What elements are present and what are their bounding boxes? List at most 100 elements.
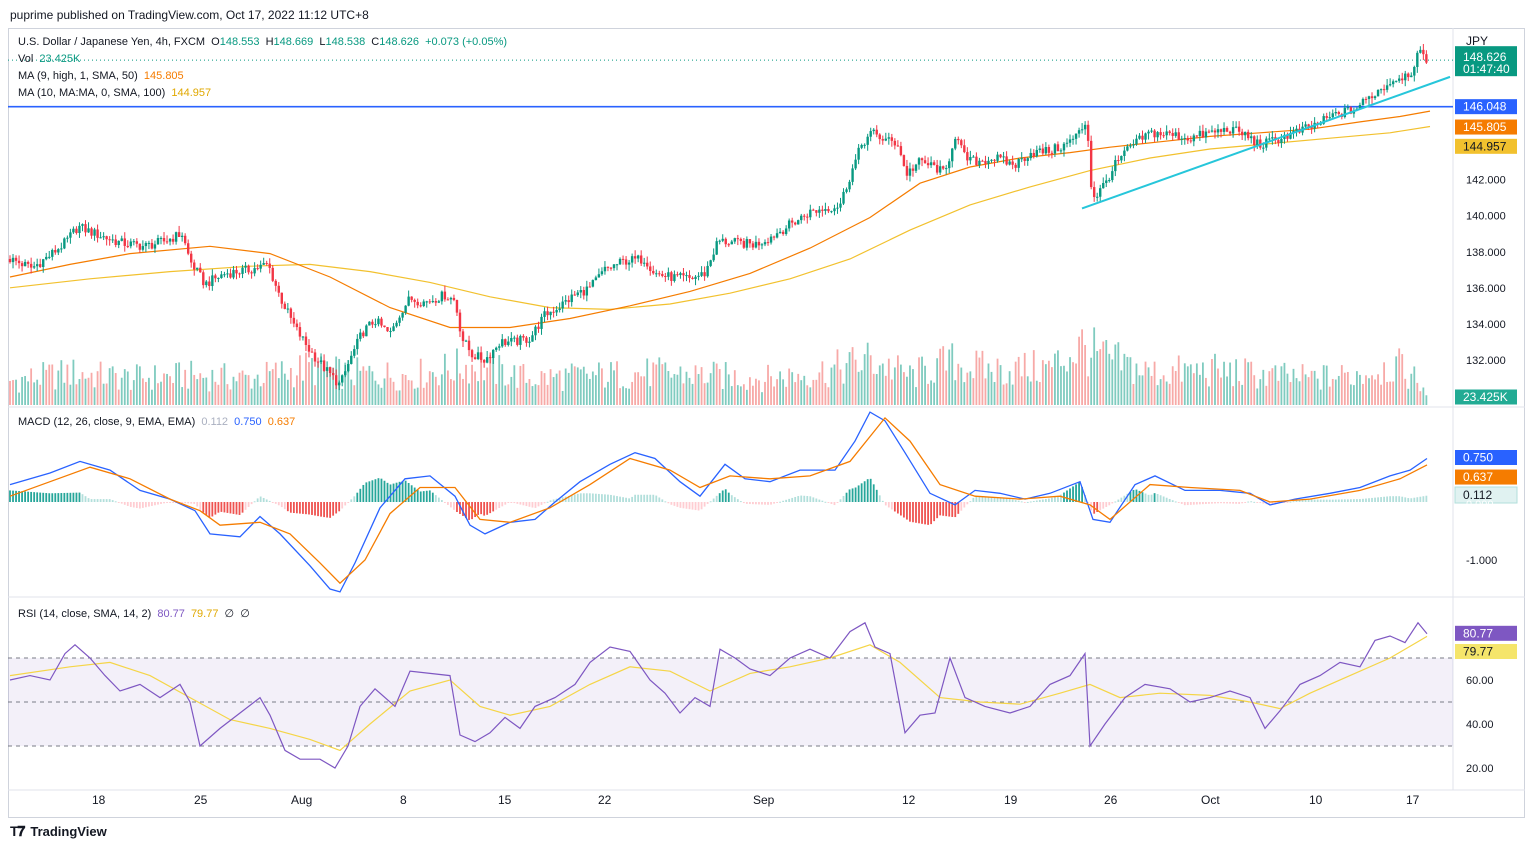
macd-hist-bar (712, 498, 715, 502)
macd-hist-bar (250, 502, 253, 505)
candle-body (1382, 89, 1386, 91)
macd-hist-bar (588, 493, 591, 502)
macd-hist-bar (1141, 492, 1144, 502)
macd-hist-bar (377, 478, 380, 502)
macd-hist-bar (812, 497, 815, 502)
macd-hist-bar (1111, 502, 1114, 504)
macd-hist-bar (259, 496, 262, 502)
macd-hist-bar (1331, 499, 1334, 502)
close-label: C (371, 36, 380, 48)
candle-body (1074, 133, 1078, 139)
volume-bar (1186, 366, 1189, 405)
volume-bar (244, 374, 247, 405)
volume-bar (857, 371, 860, 405)
macd-hist-bar (682, 502, 685, 509)
candle-body (174, 232, 178, 242)
volume-bar (649, 386, 652, 405)
macd-hist-bar (927, 502, 929, 525)
candle-body (911, 168, 915, 171)
macd-hist-bar (727, 492, 730, 502)
candle-body (14, 257, 18, 261)
candle-body (627, 262, 631, 265)
volume-bar (682, 383, 685, 405)
volume-bar (1331, 378, 1334, 405)
macd-hist-bar (383, 480, 386, 502)
candle-body (630, 256, 634, 263)
candle-body (292, 317, 296, 324)
macd-hist-bar (1259, 502, 1262, 504)
candle-body (501, 339, 504, 347)
candle-body (419, 305, 422, 307)
macd-hist-bar (543, 502, 546, 504)
volume-bar (247, 375, 250, 405)
volume-bar (752, 385, 754, 405)
candle-body (993, 159, 996, 161)
volume-bar (1304, 374, 1307, 405)
macd-hist-bar (407, 482, 410, 502)
volume-bar (356, 357, 359, 405)
candle-body (1038, 148, 1042, 150)
candle-body (1035, 149, 1038, 157)
candle-body (1117, 160, 1120, 162)
macd-hist-bar (1368, 498, 1370, 502)
candle-body (129, 241, 132, 247)
volume-bar (265, 361, 268, 405)
candle-body (473, 357, 477, 359)
tradingview-footer[interactable]: T𝟕 TradingView (10, 823, 107, 840)
volume-bar (154, 365, 156, 405)
volume-bar (1150, 375, 1153, 405)
candle-body (733, 238, 736, 242)
instrument-legend: U.S. Dollar / Japanese Yen, 4h, FXCM O14… (18, 36, 510, 48)
time-tick-label: 26 (1104, 793, 1118, 807)
macd-hist-bar (1235, 502, 1238, 504)
volume-bar (353, 385, 356, 405)
macd-hist-bar (111, 500, 114, 502)
macd-hist-bar (235, 502, 238, 515)
volume-bar (501, 364, 504, 405)
candle-body (277, 285, 280, 293)
volume-bar (268, 371, 271, 405)
candle-body (274, 280, 277, 286)
volume-bar (712, 361, 715, 405)
volume-bar (250, 388, 253, 405)
candle-body (344, 371, 347, 376)
macd-hist-bar (1078, 482, 1080, 502)
macd-hist-bar (649, 494, 652, 502)
candle-body (60, 248, 63, 250)
candle-body (1367, 96, 1371, 99)
candle-body (265, 263, 268, 265)
volume-bar (24, 376, 26, 405)
volume-bar (1032, 350, 1035, 405)
candle-body (957, 138, 960, 141)
macd-hist-bar (758, 502, 760, 505)
candle-body (1138, 135, 1141, 139)
macd-hist-bar (1295, 500, 1298, 502)
volume-bar (141, 378, 144, 405)
macd-hist-bar (456, 502, 458, 512)
macd-hist-bar (598, 493, 600, 502)
macd-hist-bar (1180, 502, 1183, 504)
price-tick-label: 134.000 (1466, 319, 1506, 331)
candle-body (594, 277, 598, 281)
macd-hist-bar (900, 502, 902, 516)
macd-hist-bar (196, 502, 199, 507)
candle-body (1002, 156, 1005, 158)
macd-hist-bar (942, 502, 945, 516)
candle-body (280, 292, 283, 304)
candle-body (963, 145, 966, 153)
volume-bar (854, 359, 857, 405)
ma50-price-tag-bg (1455, 119, 1517, 135)
candle-body (573, 294, 576, 296)
candle-body (1062, 143, 1066, 151)
macd-hist-bar (549, 500, 552, 502)
macd-hist-bar (229, 502, 232, 514)
volume-bar (1081, 329, 1083, 405)
candle-body (833, 208, 836, 212)
volume-bar (776, 379, 778, 405)
volume-bar (903, 372, 905, 405)
hist-value-tag: 0.112 (1463, 488, 1492, 502)
volume-bar (706, 382, 709, 405)
macd-hist-bar (434, 495, 437, 502)
volume-bar (480, 356, 483, 405)
